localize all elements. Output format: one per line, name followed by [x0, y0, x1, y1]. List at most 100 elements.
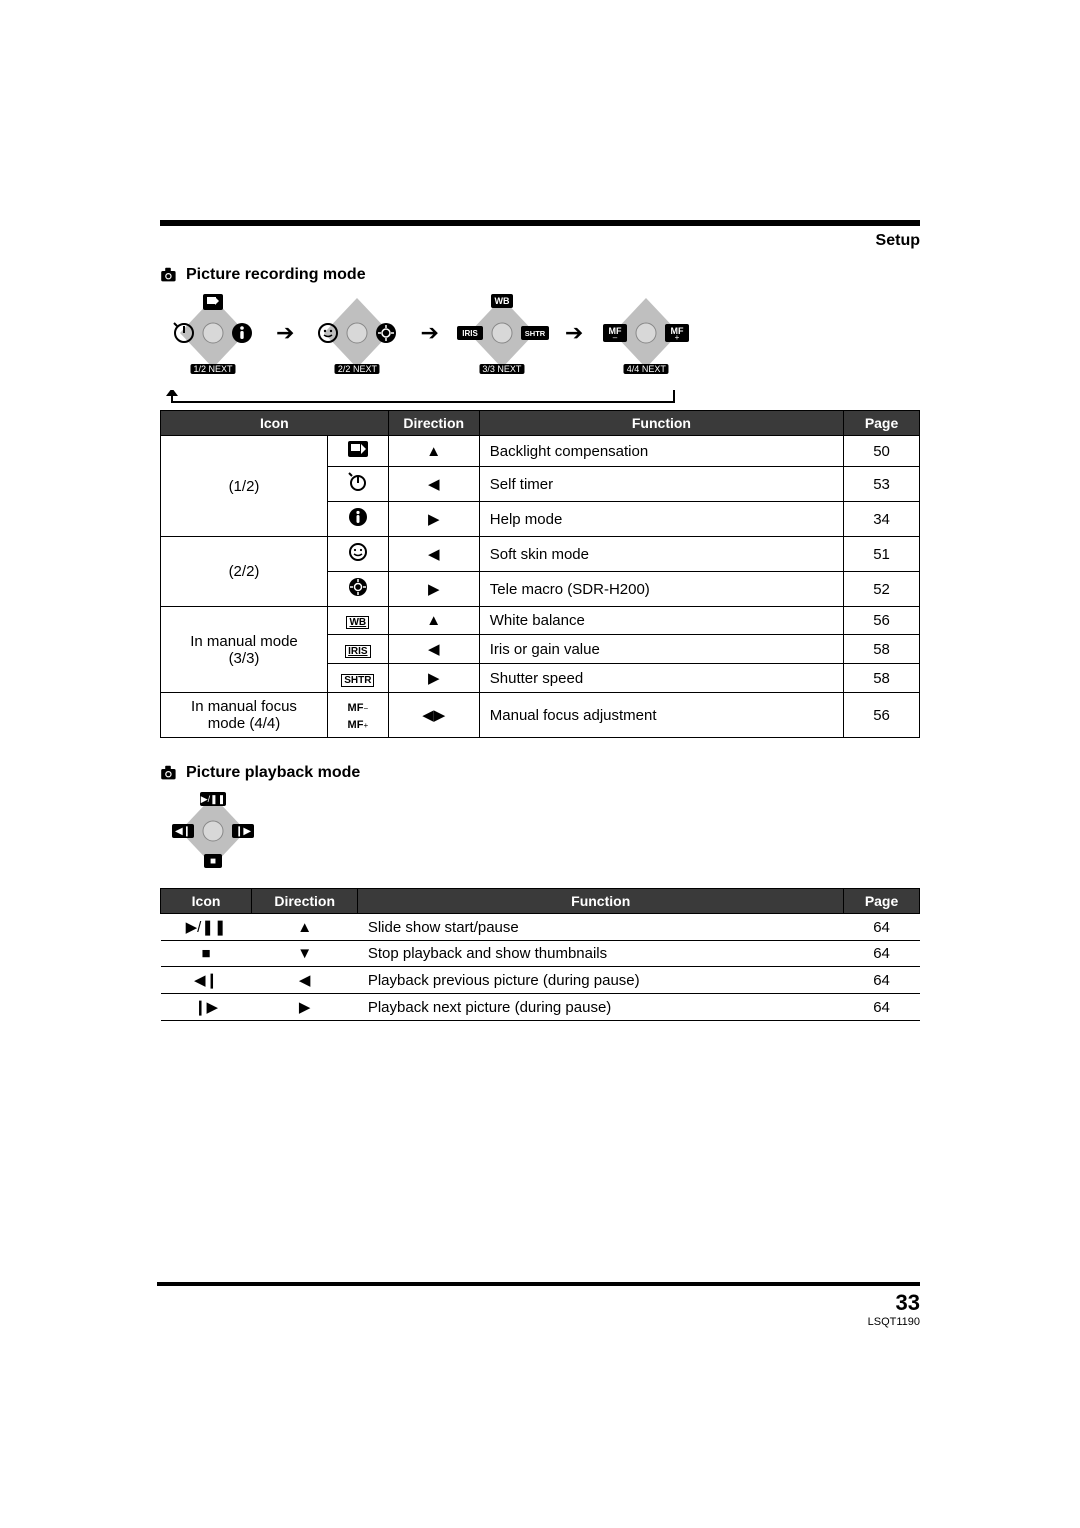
page-number: 33	[760, 1290, 920, 1316]
svg-text:◀❙: ◀❙	[175, 826, 191, 837]
dir-left: ◀	[252, 967, 358, 994]
svg-text:–: –	[613, 333, 618, 342]
tele-macro-icon	[327, 572, 388, 607]
svg-text:WB: WB	[494, 296, 509, 306]
joystick-pad-1: 1/2 NEXT	[160, 294, 266, 372]
svg-text:❙▶: ❙▶	[235, 826, 251, 837]
next-icon: ❙▶	[161, 994, 252, 1021]
page-cell: 51	[844, 537, 920, 572]
func-cell: Soft skin mode	[479, 537, 843, 572]
page-cell: 58	[844, 635, 920, 664]
recording-mode-title: Picture recording mode	[186, 266, 366, 284]
playback-table: Icon Direction Function Page ▶/❚❚ ▲ Slid…	[160, 888, 920, 1021]
arrow-icon: ➔	[276, 320, 294, 346]
svg-text:SHTR: SHTR	[525, 329, 546, 338]
joystick-pad-2: 2/2 NEXT	[304, 294, 410, 372]
table-row: In manual mode (3/3) WB ▲ White balance …	[161, 607, 920, 635]
page-cell: 53	[844, 467, 920, 502]
func-cell: White balance	[479, 607, 843, 635]
group-label: (2/2)	[161, 537, 328, 607]
func-cell: Tele macro (SDR-H200)	[479, 572, 843, 607]
wb-icon: WB	[327, 607, 388, 635]
table-row: ◀❙ ◀ Playback previous picture (during p…	[161, 967, 920, 994]
dir-right: ▶	[388, 572, 479, 607]
page-cell: 52	[844, 572, 920, 607]
page-cell: 56	[844, 607, 920, 635]
joystick-pad-4: MF– MF+ 4/4 NEXT	[593, 294, 699, 372]
group-label: In manual focus mode (4/4)	[161, 693, 328, 738]
help-icon	[327, 502, 388, 537]
dir-leftright: ◀▶	[388, 693, 479, 738]
page-cell: 64	[844, 994, 920, 1021]
page-cell: 58	[844, 664, 920, 693]
pad-1-label: 1/2 NEXT	[190, 364, 235, 374]
doc-id: LSQT1190	[760, 1316, 920, 1328]
func-cell: Playback previous picture (during pause)	[358, 967, 844, 994]
svg-text:+: +	[675, 333, 680, 342]
table-row: (1/2) ▲ Backlight compensation 50	[161, 436, 920, 467]
func-cell: Slide show start/pause	[358, 914, 844, 941]
section-name: Setup	[876, 232, 920, 249]
th-function: Function	[358, 889, 844, 914]
playback-mode-title: Picture playback mode	[186, 764, 360, 782]
page-cell: 56	[844, 693, 920, 738]
th-icon: Icon	[161, 889, 252, 914]
svg-text:▶/❚❚: ▶/❚❚	[201, 794, 226, 805]
func-cell: Shutter speed	[479, 664, 843, 693]
page-cell: 50	[844, 436, 920, 467]
page-cell: 34	[844, 502, 920, 537]
camera-icon	[160, 765, 180, 781]
page-cell: 64	[844, 941, 920, 967]
func-cell: Self timer	[479, 467, 843, 502]
prev-icon: ◀❙	[161, 967, 252, 994]
page-cell: 64	[844, 914, 920, 941]
th-direction: Direction	[252, 889, 358, 914]
camera-icon	[160, 267, 180, 283]
shtr-icon: SHTR	[327, 664, 388, 693]
dir-down: ▼	[252, 941, 358, 967]
self-timer-icon	[327, 467, 388, 502]
th-function: Function	[479, 411, 843, 436]
playback-mode-heading: Picture playback mode	[160, 764, 920, 782]
return-arrow	[160, 390, 920, 410]
section-header: Setup	[160, 220, 920, 250]
stop-icon: ■	[161, 941, 252, 967]
arrow-icon: ➔	[565, 320, 583, 346]
mf-icon: MF− MF+	[327, 693, 388, 738]
func-cell: Stop playback and show thumbnails	[358, 941, 844, 967]
th-direction: Direction	[388, 411, 479, 436]
page-footer: 33 LSQT1190	[760, 1282, 920, 1328]
soft-skin-icon	[327, 537, 388, 572]
func-cell: Manual focus adjustment	[479, 693, 843, 738]
table-row: In manual focus mode (4/4) MF− MF+ ◀▶ Ma…	[161, 693, 920, 738]
dir-up: ▲	[252, 914, 358, 941]
recording-mode-heading: Picture recording mode	[160, 266, 920, 284]
svg-text:■: ■	[210, 856, 216, 867]
table-row: ■ ▼ Stop playback and show thumbnails 64	[161, 941, 920, 967]
table-row: ▶/❚❚ ▲ Slide show start/pause 64	[161, 914, 920, 941]
page-cell: 64	[844, 967, 920, 994]
func-cell: Help mode	[479, 502, 843, 537]
svg-text:IRIS: IRIS	[462, 329, 478, 338]
table-row: (2/2) ◀ Soft skin mode 51	[161, 537, 920, 572]
dir-up: ▲	[388, 607, 479, 635]
joystick-pad-3: WB IRIS SHTR 3/3 NEXT	[449, 294, 555, 372]
pad-3-label: 3/3 NEXT	[479, 364, 524, 374]
pad-2-label: 2/2 NEXT	[335, 364, 380, 374]
dir-left: ◀	[388, 537, 479, 572]
table-row: ❙▶ ▶ Playback next picture (during pause…	[161, 994, 920, 1021]
func-cell: Backlight compensation	[479, 436, 843, 467]
playback-joystick: ▶/❚❚ ◀❙ ❙▶ ■	[160, 792, 266, 870]
iris-icon: IRIS	[327, 635, 388, 664]
th-page: Page	[844, 411, 920, 436]
arrow-icon: ➔	[420, 320, 438, 346]
dir-left: ◀	[388, 635, 479, 664]
th-icon: Icon	[161, 411, 389, 436]
recording-table: Icon Direction Function Page (1/2) ▲ Bac…	[160, 410, 920, 738]
joystick-diagram: 1/2 NEXT ➔ 2/2 NEXT ➔ WB IRIS SHTR	[160, 294, 920, 372]
dir-left: ◀	[388, 467, 479, 502]
dir-right: ▶	[388, 502, 479, 537]
pad-4-label: 4/4 NEXT	[624, 364, 669, 374]
func-cell: Iris or gain value	[479, 635, 843, 664]
dir-right: ▶	[252, 994, 358, 1021]
